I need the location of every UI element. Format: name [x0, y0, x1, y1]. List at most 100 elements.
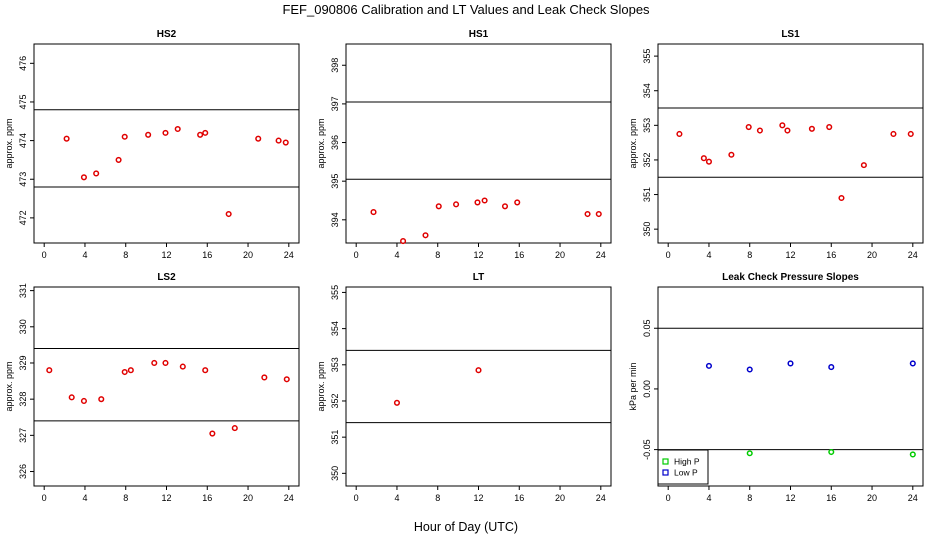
x-tick-label: 24 [284, 250, 294, 260]
data-point [98, 396, 105, 403]
data-point [676, 130, 683, 138]
data-point [828, 448, 835, 456]
y-tick-label: 326 [18, 464, 28, 479]
y-tick-label: 329 [18, 355, 28, 370]
y-tick-label: 331 [18, 283, 28, 298]
data-point [225, 210, 232, 218]
y-tick-label: 350 [330, 466, 340, 481]
x-tick-label: 20 [867, 250, 877, 260]
y-tick-label: 0.05 [642, 319, 652, 337]
legend-swatch [662, 469, 669, 476]
y-tick-label: 353 [642, 118, 652, 133]
data-point [255, 135, 262, 142]
panel-title: LS1 [781, 29, 800, 40]
data-point [595, 210, 602, 218]
data-point [197, 131, 204, 138]
x-tick-label: 20 [555, 493, 565, 503]
x-tick-label: 4 [82, 250, 87, 260]
data-point [46, 367, 53, 374]
x-tick-label: 12 [473, 493, 483, 503]
x-tick-label: 24 [596, 493, 606, 503]
data-point [162, 129, 169, 136]
data-point [179, 363, 186, 370]
y-tick-label: 354 [642, 83, 652, 98]
data-point [838, 194, 845, 202]
y-axis-label: approx. ppm [316, 361, 326, 411]
data-point [209, 430, 216, 437]
y-tick-label: 351 [642, 187, 652, 202]
x-tick-label: 20 [243, 493, 253, 503]
data-point [93, 170, 100, 177]
data-point [162, 359, 169, 367]
y-tick-label: 330 [18, 319, 28, 334]
data-point [63, 135, 70, 142]
x-tick-label: 12 [161, 250, 171, 260]
y-axis-label: approx. ppm [628, 118, 638, 168]
plot-frame [345, 286, 612, 487]
x-tick-label: 20 [243, 250, 253, 260]
y-tick-label: 397 [330, 96, 340, 111]
data-point [127, 367, 134, 374]
data-point [435, 203, 442, 210]
x-axis-title: Hour of Day (UTC) [414, 520, 518, 534]
data-point [909, 360, 916, 367]
panel-title: LT [473, 272, 484, 283]
x-tick-label: 16 [826, 493, 836, 503]
data-point [282, 139, 289, 146]
data-point [826, 124, 833, 131]
data-point [80, 397, 87, 405]
data-point [475, 367, 482, 374]
legend-box [657, 449, 709, 485]
x-tick-label: 4 [706, 250, 711, 260]
panel-title: HS1 [469, 29, 489, 40]
data-point [422, 232, 429, 239]
y-tick-label: 474 [18, 133, 28, 148]
panel-hs2: HS2 0 4 8 12 16 20 24 472 473 474 475 476 approx. ppm [4, 29, 300, 260]
data-point [784, 127, 791, 134]
panel-title: Leak Check Pressure Slopes [722, 272, 859, 283]
data-point [202, 129, 209, 136]
y-axis-label: approx. ppm [4, 361, 14, 411]
panel-lt: LT 0 4 8 12 16 20 24 350 351 352 353 354 355 approx. p… [316, 272, 612, 503]
data-point [756, 127, 763, 134]
data-point [275, 137, 282, 144]
y-tick-label: 0.00 [642, 380, 652, 398]
panel-title: HS2 [157, 29, 177, 40]
x-tick-label: 12 [785, 250, 795, 260]
x-tick-label: 20 [867, 493, 877, 503]
x-tick-label: 20 [555, 250, 565, 260]
data-point [261, 374, 268, 381]
data-point [746, 450, 753, 457]
y-tick-label: 475 [18, 94, 28, 109]
x-tick-label: 24 [596, 250, 606, 260]
x-tick-label: 8 [747, 493, 752, 503]
y-tick-label: 395 [330, 174, 340, 189]
y-axis-label: kPa per min [628, 362, 638, 410]
plot-frame [33, 43, 300, 244]
data-point [745, 124, 752, 131]
x-tick-label: 4 [394, 493, 399, 503]
y-axis-label: approx. ppm [4, 118, 14, 168]
data-point [501, 203, 509, 210]
legend-label: Low P [674, 468, 698, 478]
legend-swatch [662, 458, 669, 465]
data-point [907, 130, 914, 138]
y-tick-label: 350 [642, 222, 652, 237]
x-tick-label: 16 [826, 250, 836, 260]
x-tick-label: 4 [82, 493, 87, 503]
data-point [115, 156, 122, 163]
data-point [231, 425, 238, 432]
y-tick-label: 353 [330, 357, 340, 372]
y-tick-label: 354 [330, 321, 340, 336]
x-tick-label: 16 [202, 250, 212, 260]
x-tick-label: 24 [908, 250, 918, 260]
x-tick-label: 8 [435, 250, 440, 260]
y-tick-label: 351 [330, 430, 340, 445]
y-tick-label: -0.05 [642, 439, 652, 460]
panel-ls1: LS1 0 4 8 12 16 20 24 350 351 352 353 354 355 approx. … [628, 29, 924, 260]
data-point [860, 162, 867, 169]
data-point [474, 199, 481, 206]
legend-label: High P [674, 457, 700, 467]
data-point [121, 133, 128, 140]
data-point [705, 362, 713, 369]
